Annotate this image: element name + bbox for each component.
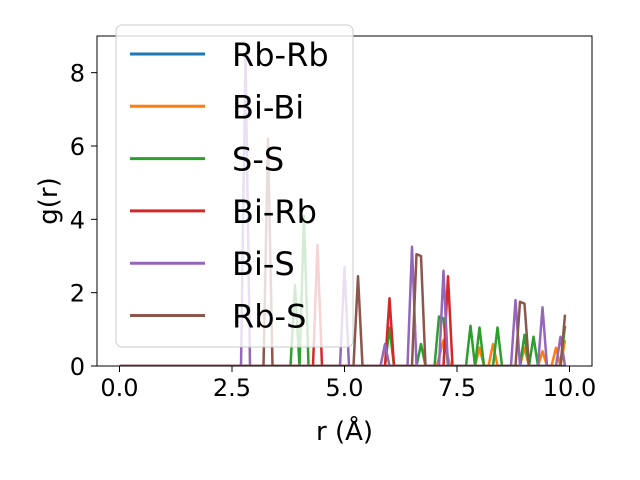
y-axis: 0 2 4 6 8 xyxy=(70,60,97,381)
x-tick-label: 2.5 xyxy=(213,374,251,402)
x-tick-label: 0.0 xyxy=(100,374,138,402)
x-axis: 0.0 2.5 5.0 7.5 10.0 xyxy=(100,366,596,402)
series-line-bi-s xyxy=(119,53,567,366)
y-tick-label: 8 xyxy=(70,60,85,88)
legend-label: Rb-Rb xyxy=(232,36,329,74)
legend-label: Bi-Rb xyxy=(232,193,317,231)
x-tick-label: 7.5 xyxy=(438,374,476,402)
x-tick-label: 10.0 xyxy=(543,374,596,402)
y-axis-label: g(r) xyxy=(34,177,64,224)
x-axis-label: r (Å) xyxy=(316,415,373,447)
legend-label: Rb-S xyxy=(232,298,306,336)
legend: Rb-Rb Bi-Bi S-S Bi-Rb Bi-S Rb-S xyxy=(115,24,354,348)
y-tick-label: 0 xyxy=(70,353,85,381)
y-tick-label: 6 xyxy=(70,133,85,161)
legend-label: S-S xyxy=(232,141,284,179)
x-tick-label: 5.0 xyxy=(325,374,363,402)
legend-label: Bi-Bi xyxy=(232,88,304,126)
y-tick-label: 4 xyxy=(70,206,85,234)
legend-label: Bi-S xyxy=(232,245,295,283)
y-tick-label: 2 xyxy=(70,280,85,308)
